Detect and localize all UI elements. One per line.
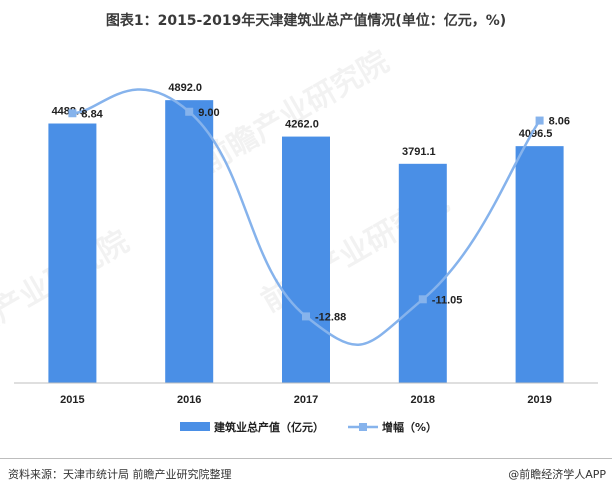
- bar-2016: [165, 100, 214, 384]
- bar-label-2016: 4892.0: [168, 82, 202, 94]
- bar-series: [48, 100, 564, 384]
- legend: 建筑业总产值（亿元） 增幅（%）: [180, 420, 437, 434]
- bar-2019: [515, 146, 564, 383]
- growth-point-2019: [535, 116, 544, 125]
- footer: 资料来源：天津市统计局 前瞻产业研究院整理 @前瞻经济学人APP: [0, 458, 612, 489]
- x-tick-2018: 2018: [411, 394, 435, 406]
- growth-point-2017: [302, 312, 310, 321]
- brand-credit: @前瞻经济学人APP: [508, 468, 606, 481]
- x-tick-2016: 2016: [177, 394, 201, 406]
- bar-label-2018: 3791.1: [402, 146, 436, 158]
- growth-label-2017: -12.88: [315, 311, 346, 323]
- source-note: 资料来源：天津市统计局 前瞻产业研究院整理: [8, 468, 232, 481]
- growth-label-2016: 9.00: [198, 107, 219, 119]
- growth-label-2015: 8.84: [81, 108, 103, 120]
- growth-label-2019: 8.06: [549, 116, 570, 128]
- chart-canvas: 前瞻产业研究院前瞻产业研究院前瞻产业研究院 4488.04892.04262.0…: [0, 44, 598, 434]
- bar-label-2017: 4262.0: [285, 119, 319, 131]
- growth-line-series: 8.84 9.00 -12.88 -11.05 8.06: [68, 88, 570, 346]
- x-tick-2017: 2017: [294, 394, 318, 406]
- growth-point-2016: [185, 107, 194, 116]
- bar-2017: [282, 136, 330, 383]
- bar-2015: [48, 123, 97, 384]
- x-tick-labels: 2015 2016 2017 2018 2019: [60, 394, 552, 406]
- x-tick-2019: 2019: [527, 394, 551, 406]
- growth-label-2018: -11.05: [432, 294, 463, 306]
- legend-line-label: 增幅（%）: [382, 420, 437, 434]
- legend-line-marker: [359, 423, 367, 431]
- x-tick-2015: 2015: [60, 394, 84, 406]
- legend-bar-label: 建筑业总产值（亿元）: [214, 420, 324, 434]
- chart-title: 图表1：2015-2019年天津建筑业总产值情况(单位：亿元，%): [105, 13, 507, 29]
- legend-bar-swatch: [180, 422, 210, 431]
- bar-2018: [398, 163, 447, 383]
- growth-point-2015: [68, 109, 77, 118]
- growth-point-2018: [418, 295, 427, 304]
- bar-label-2019: 4096.5: [519, 128, 553, 140]
